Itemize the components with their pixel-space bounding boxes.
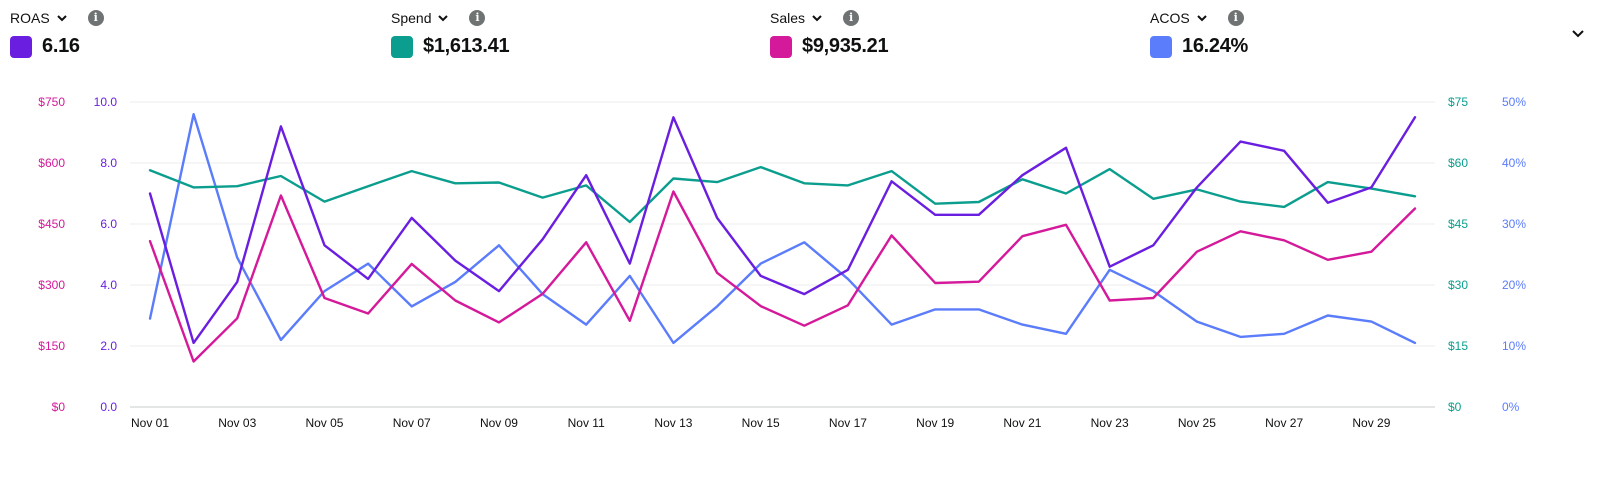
y-tick-label: 8.0 (100, 156, 117, 170)
metric-value: $9,935.21 (802, 35, 889, 57)
x-tick-label: Nov 21 (1003, 416, 1041, 430)
series-line-roas[interactable] (148, 116, 1417, 345)
metric-label: ACOS (1150, 10, 1190, 26)
x-tick-label: Nov 11 (568, 416, 605, 430)
x-tick-label: Nov 29 (1352, 416, 1390, 430)
y-tick-label: 0.0 (100, 400, 117, 414)
metric-spend: Spend i $1,613.41 (391, 8, 711, 58)
y-tick-label: $150 (38, 339, 65, 353)
color-swatch[interactable] (10, 35, 32, 58)
color-swatch[interactable] (770, 35, 792, 58)
y-tick-label: $0 (52, 400, 66, 414)
chevron-down-icon[interactable] (1570, 26, 1586, 42)
y-tick-label: $30 (1448, 278, 1468, 292)
x-tick-label: Nov 07 (393, 416, 431, 430)
x-tick-label: Nov 19 (916, 416, 954, 430)
y-tick-label: $600 (38, 156, 65, 170)
metric-label: Sales (770, 10, 806, 26)
metric-value: $1,613.41 (423, 35, 510, 57)
y-tick-label: 40% (1502, 156, 1526, 170)
metric-acos: ACOS i 16.24% (1150, 8, 1470, 58)
series-line-spend[interactable] (148, 165, 1417, 224)
color-swatch[interactable] (1150, 35, 1172, 58)
metric-label: ROAS (10, 10, 50, 26)
chevron-down-icon[interactable] (811, 12, 823, 24)
x-tick-label: Nov 13 (654, 416, 692, 430)
y-tick-label: 50% (1502, 95, 1526, 109)
y-tick-label: $60 (1448, 156, 1468, 170)
chevron-down-icon[interactable] (437, 12, 449, 24)
x-tick-label: Nov 03 (218, 416, 256, 430)
y-tick-label: $45 (1448, 217, 1468, 231)
x-tick-label: Nov 23 (1091, 416, 1129, 430)
x-tick-label: Nov 15 (742, 416, 780, 430)
metric-sales: Sales i $9,935.21 (770, 8, 1090, 58)
y-tick-label: $750 (38, 95, 65, 109)
y-tick-label: 10.0 (94, 95, 118, 109)
info-icon[interactable]: i (469, 10, 486, 26)
color-swatch[interactable] (391, 35, 413, 58)
metric-value: 16.24% (1182, 35, 1249, 57)
y-tick-label: 2.0 (100, 339, 117, 353)
y-tick-label: 30% (1502, 217, 1526, 231)
info-icon[interactable]: i (843, 10, 860, 26)
y-tick-label: $450 (38, 217, 65, 231)
metric-roas: ROAS i 6.16 (10, 8, 330, 58)
y-tick-label: $15 (1448, 339, 1468, 353)
metric-value: 6.16 (42, 35, 80, 57)
x-tick-label: Nov 01 (131, 416, 169, 430)
chevron-down-icon[interactable] (56, 12, 68, 24)
y-tick-label: 0% (1502, 400, 1520, 414)
y-tick-label: 6.0 (100, 217, 117, 231)
x-tick-label: Nov 17 (829, 416, 867, 430)
x-tick-label: Nov 25 (1178, 416, 1216, 430)
x-tick-label: Nov 09 (480, 416, 518, 430)
info-icon[interactable]: i (87, 10, 104, 26)
x-tick-label: Nov 05 (305, 416, 343, 430)
series-line-acos[interactable] (148, 112, 1417, 345)
y-tick-label: 4.0 (100, 278, 117, 292)
chevron-down-icon[interactable] (1196, 12, 1208, 24)
y-tick-label: 10% (1502, 339, 1526, 353)
x-tick-label: Nov 27 (1265, 416, 1303, 430)
y-tick-label: $0 (1448, 400, 1462, 414)
metric-label: Spend (391, 10, 432, 26)
y-tick-label: $300 (38, 278, 65, 292)
series-line-sales[interactable] (148, 190, 1417, 363)
info-icon[interactable]: i (1227, 10, 1244, 26)
y-tick-label: 20% (1502, 278, 1526, 292)
y-tick-label: $75 (1448, 95, 1468, 109)
